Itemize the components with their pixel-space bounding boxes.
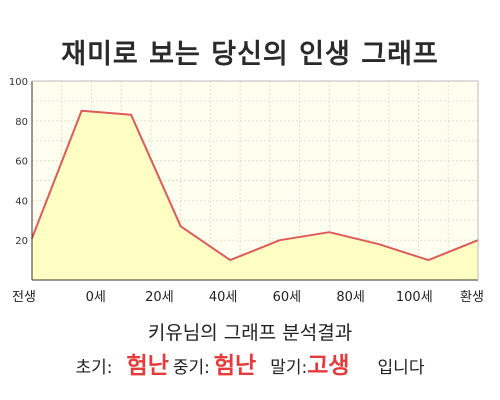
middle-label: 중기: <box>172 358 210 378</box>
x-tick-label: 환생 <box>460 290 484 305</box>
late-label: 말기: <box>270 358 308 378</box>
x-tick-label: 40세 <box>209 290 238 305</box>
data-point <box>80 110 83 112</box>
series-line <box>31 109 479 262</box>
y-tick-labels: 20 40 60 80 100 <box>9 77 28 247</box>
x-tick-label: 80세 <box>336 290 365 305</box>
data-point <box>179 225 182 228</box>
y-tick-label: 40 <box>15 196 28 207</box>
data-point <box>328 231 331 234</box>
x-tick-label: 0세 <box>86 290 106 305</box>
x-tick-label: 전생 <box>12 290 36 305</box>
data-point <box>278 239 281 241</box>
middle-value: 험난 <box>213 353 257 379</box>
result-suffix: 입니다 <box>377 358 425 378</box>
data-point <box>427 259 430 261</box>
data-point <box>130 114 132 116</box>
y-tick-label: 80 <box>15 117 28 128</box>
y-tick-label: 20 <box>15 236 28 247</box>
late-value: 고생 <box>307 353 350 379</box>
x-tick-label: 20세 <box>145 290 174 305</box>
analysis-result: 초기: 험난 중기: 험난 말기:고생 입니다 <box>0 346 500 380</box>
early-value: 험난 <box>126 353 169 379</box>
data-point <box>229 259 232 261</box>
y-tick-label: 100 <box>9 77 28 88</box>
analysis-heading: 키유님의 그래프 분석결과 <box>147 322 353 344</box>
area-fill <box>32 110 478 280</box>
x-tick-label: 100세 <box>396 290 433 305</box>
y-tick-label: 60 <box>15 157 28 168</box>
x-tick-label: 60세 <box>273 290 302 305</box>
data-point <box>378 243 380 245</box>
page-title: 재미로 보는 당신의 인생 그래프 <box>61 39 439 70</box>
chart-axes <box>31 80 479 281</box>
early-label: 초기: <box>75 358 113 378</box>
x-tick-labels: 전생 0세 20세 40세 60세 80세 100세 환생 <box>12 290 484 305</box>
